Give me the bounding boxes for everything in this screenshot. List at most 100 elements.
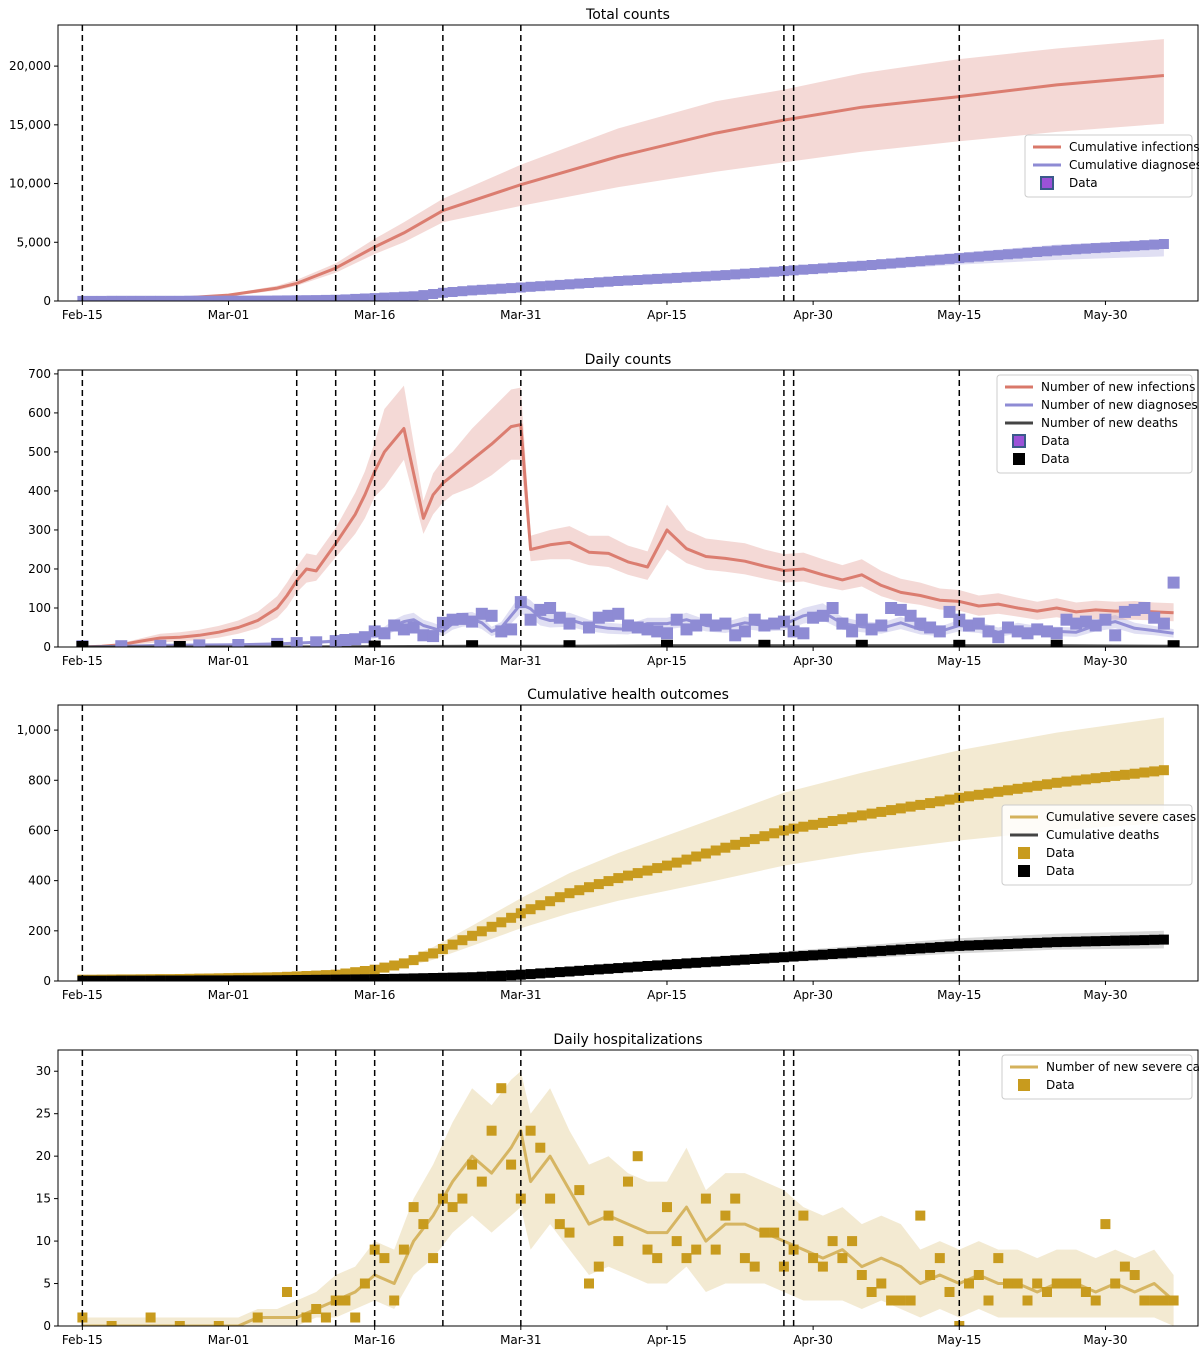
data-point <box>738 625 751 638</box>
data-point <box>603 876 614 887</box>
data-point <box>485 609 498 622</box>
data-point <box>749 834 760 845</box>
legend: Cumulative severe cases Cumulative deaths… <box>1001 804 1196 886</box>
data-point <box>447 972 458 981</box>
data-point <box>1157 617 1170 630</box>
data-point <box>876 259 887 270</box>
data-point <box>817 817 828 828</box>
data-point <box>1158 765 1169 776</box>
data-point <box>886 805 897 816</box>
data-point <box>671 959 682 970</box>
data-point <box>213 1321 224 1326</box>
data-point <box>340 968 351 979</box>
data-point <box>691 851 702 862</box>
x-tick-label: Mar-31 <box>500 1333 541 1347</box>
y-tick-label: 5 <box>43 1277 51 1291</box>
data-point <box>593 879 604 890</box>
data-point <box>252 975 263 981</box>
data-point <box>866 260 877 270</box>
data-point <box>876 945 887 956</box>
legend-frame <box>1001 1054 1193 1100</box>
data-point <box>272 295 283 301</box>
data-point <box>456 612 469 625</box>
data-point <box>895 257 906 268</box>
data-point <box>662 860 672 871</box>
data-point <box>719 617 732 630</box>
data-point <box>1167 576 1180 589</box>
data-point <box>894 603 907 616</box>
axes-frame <box>57 1049 1199 1327</box>
data-point <box>623 870 633 881</box>
data-point <box>1090 773 1101 784</box>
data-point <box>661 627 673 640</box>
data-point <box>1022 1295 1033 1306</box>
data-point <box>1139 1295 1150 1306</box>
data-point <box>1119 935 1130 946</box>
data-point <box>428 973 439 981</box>
data-point <box>271 641 284 647</box>
data-point <box>447 287 458 297</box>
data-point <box>301 974 312 981</box>
data-point <box>184 975 195 981</box>
data-point <box>847 812 858 823</box>
data-point <box>340 974 351 981</box>
data-point <box>417 629 430 642</box>
data-point <box>758 619 771 632</box>
data-point <box>700 271 711 282</box>
data-point <box>116 975 127 981</box>
data-point <box>778 266 789 277</box>
data-point <box>993 250 1004 261</box>
data-point <box>525 904 536 915</box>
data-point <box>545 280 556 291</box>
data-point <box>1032 247 1043 257</box>
data-point <box>359 966 370 976</box>
data-point <box>496 970 507 981</box>
data-point <box>934 942 945 953</box>
y-tick-label: 0 <box>43 640 51 654</box>
legend-label: Number of new diagnoses <box>1041 398 1198 412</box>
data-point <box>592 611 605 624</box>
data-point <box>301 1312 312 1323</box>
data-point <box>817 263 828 274</box>
data-point <box>720 1210 731 1221</box>
y-tick-label: 5,000 <box>17 235 51 249</box>
data-point <box>282 295 292 301</box>
data-point <box>758 639 771 647</box>
data-point <box>525 969 536 980</box>
data-point <box>972 617 985 630</box>
data-point <box>1022 938 1033 949</box>
data-point <box>632 961 643 972</box>
legend-marker-swatch <box>1018 1079 1030 1091</box>
legend: Cumulative infections Cumulative diagnose… <box>1024 134 1199 198</box>
data-point <box>769 952 780 963</box>
data-point <box>856 947 867 958</box>
data-point <box>856 810 867 821</box>
data-point <box>1032 780 1043 791</box>
data-point <box>106 1321 117 1326</box>
data-point <box>1012 248 1023 259</box>
data-point <box>1129 935 1140 946</box>
data-point <box>496 917 507 928</box>
data-point <box>964 940 974 951</box>
data-point <box>1042 1287 1052 1297</box>
data-point <box>584 278 594 288</box>
data-point <box>1119 769 1130 780</box>
data-point <box>554 892 565 903</box>
x-tick-label: Mar-31 <box>500 988 541 1002</box>
data-point <box>661 639 673 647</box>
data-point <box>651 625 664 638</box>
x-tick-label: May-15 <box>937 654 981 668</box>
data-point <box>710 1244 721 1255</box>
data-point <box>379 292 390 301</box>
data-point <box>700 1193 711 1204</box>
axes-frame <box>57 704 1199 982</box>
data-point <box>1129 240 1140 251</box>
data-point <box>262 975 273 981</box>
data-point <box>1042 246 1052 257</box>
data-point <box>837 948 848 959</box>
data-point <box>457 972 468 981</box>
data-point <box>856 1270 867 1280</box>
data-point <box>1003 785 1013 796</box>
x-tick-label: Apr-15 <box>647 654 687 668</box>
data-point <box>652 863 663 874</box>
